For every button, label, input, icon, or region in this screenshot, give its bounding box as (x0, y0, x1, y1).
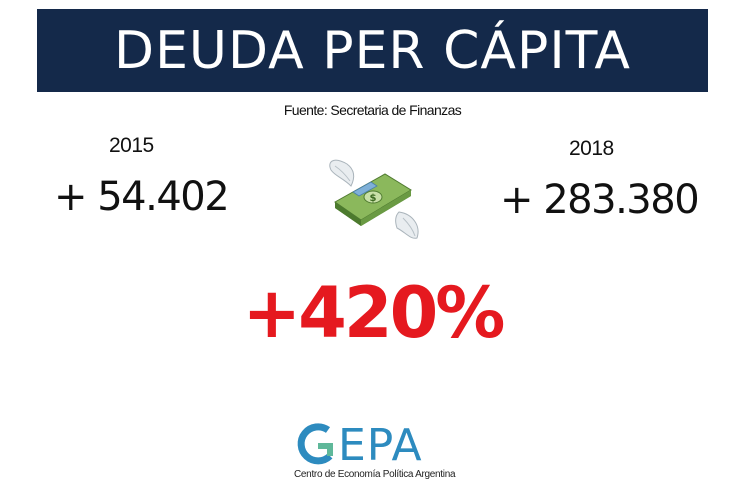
amount-2018: + 283.380 (500, 177, 700, 223)
amount-2015: + 54.402 (54, 174, 230, 220)
flying-money-icon: $ (325, 156, 425, 246)
svg-text:EPA: EPA (338, 420, 423, 470)
year-2015-label: 2015 (109, 134, 154, 157)
page-title: DEUDA PER CÁPITA (114, 20, 631, 81)
logo-subtitle: Centro de Economía Política Argentina (294, 469, 456, 480)
title-banner: DEUDA PER CÁPITA (37, 9, 708, 92)
source-caption: Fuente: Secretaria de Finanzas (283, 102, 462, 118)
gepa-logo: EPA Centro de Economía Política Argentin… (290, 420, 465, 490)
percent-change: +420% (242, 272, 506, 354)
svg-text:$: $ (370, 193, 377, 204)
year-2018-label: 2018 (569, 137, 614, 160)
